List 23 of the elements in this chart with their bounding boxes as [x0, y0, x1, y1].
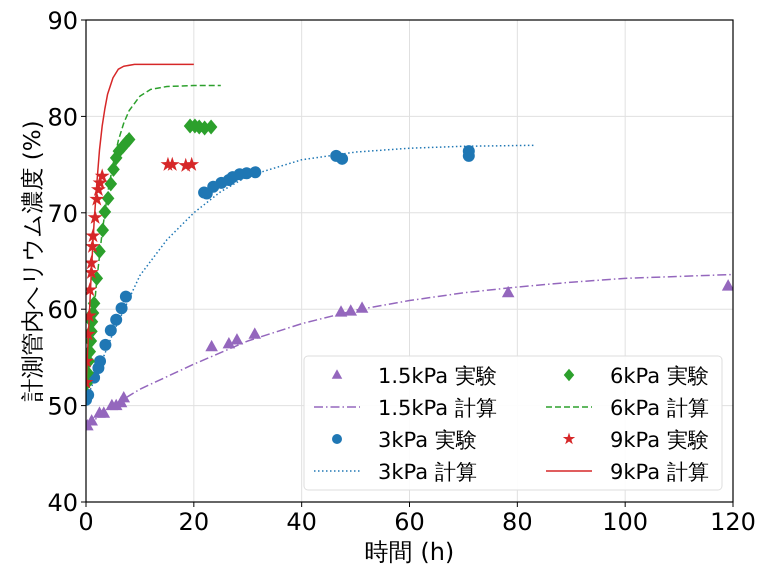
- legend-label: 9kPa 計算: [610, 460, 709, 484]
- x-tick-label: 100: [602, 508, 648, 536]
- y-tick-label: 90: [47, 7, 78, 35]
- x-tick-label: 20: [178, 508, 210, 536]
- x-tick-label: 60: [394, 508, 425, 536]
- y-tick-label: 70: [47, 200, 78, 228]
- legend-label: 1.5kPa 計算: [378, 396, 497, 420]
- x-axis-title: 時間 (h): [364, 538, 454, 566]
- y-tick-label: 80: [47, 103, 78, 132]
- x-tick-label: 40: [286, 508, 317, 536]
- legend-label: 9kPa 実験: [610, 428, 709, 452]
- y-tick-label: 40: [47, 489, 78, 517]
- legend-label: 3kPa 計算: [378, 460, 477, 484]
- x-tick-label: 120: [710, 508, 756, 536]
- x-tick-label: 80: [502, 508, 533, 536]
- legend-label: 6kPa 計算: [610, 396, 709, 420]
- x-tick-label: 0: [78, 508, 94, 536]
- y-tick-label: 50: [47, 392, 78, 421]
- legend-label: 6kPa 実験: [610, 364, 709, 388]
- y-axis-title: 計測管内ヘリウム濃度 (%): [20, 120, 46, 402]
- legend-label: 1.5kPa 実験: [378, 364, 497, 388]
- y-tick-label: 60: [47, 296, 78, 324]
- legend-label: 3kPa 実験: [378, 428, 477, 452]
